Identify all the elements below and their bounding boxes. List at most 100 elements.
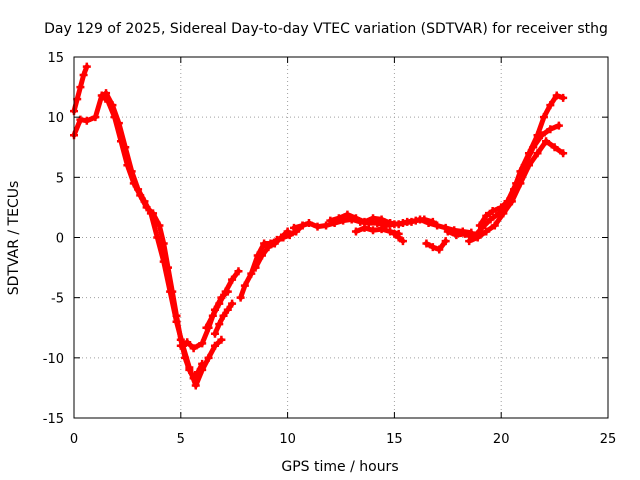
data-point <box>183 338 192 347</box>
x-tick-label: 20 <box>493 432 510 447</box>
data-point <box>166 287 175 296</box>
y-tick-label: 10 <box>47 111 64 126</box>
data-point <box>482 211 491 220</box>
data-point <box>185 363 194 372</box>
series-sat-j <box>326 210 437 229</box>
series-sat-m <box>422 237 450 254</box>
data-point <box>322 221 331 230</box>
data-point <box>283 227 292 236</box>
data-point <box>73 95 82 104</box>
data-point <box>79 71 88 80</box>
x-tick-label: 5 <box>177 432 185 447</box>
data-point <box>236 293 245 302</box>
data-point <box>127 167 136 176</box>
data-point <box>204 353 213 362</box>
series-sat-k <box>351 223 403 238</box>
data-point <box>386 219 395 228</box>
data-point <box>326 216 335 225</box>
data-point <box>386 227 395 236</box>
data-point <box>159 257 168 266</box>
data-point <box>452 231 461 240</box>
data-point <box>155 221 164 230</box>
data-point <box>247 269 256 278</box>
data-point <box>394 220 403 229</box>
y-axis-label: SDTVAR / TECUs <box>6 181 22 296</box>
data-point <box>208 311 217 320</box>
data-point <box>420 215 429 224</box>
data-point <box>228 275 237 284</box>
y-tick-label: 5 <box>56 171 64 186</box>
series-line <box>291 216 474 236</box>
y-tick-label: 15 <box>47 51 64 66</box>
data-point <box>524 149 533 158</box>
data-point <box>369 226 378 235</box>
data-point <box>533 131 542 140</box>
data-point <box>546 125 555 134</box>
data-point <box>108 101 117 110</box>
data-point <box>559 149 568 158</box>
data-point <box>334 214 343 223</box>
data-point <box>189 344 198 353</box>
data-point <box>223 305 232 314</box>
data-point <box>394 233 403 242</box>
data-point <box>257 251 266 260</box>
data-point <box>102 89 111 98</box>
data-point <box>240 281 249 290</box>
x-tick-label: 15 <box>386 432 403 447</box>
data-point <box>482 227 491 236</box>
data-point <box>516 167 525 176</box>
series-sat-c <box>102 89 226 390</box>
series-sat-h <box>251 227 292 272</box>
data-point <box>559 93 568 102</box>
data-point <box>76 83 85 92</box>
data-point <box>542 137 551 146</box>
data-point <box>228 299 237 308</box>
data-point <box>217 335 226 344</box>
series-sat-l <box>390 229 407 246</box>
data-point <box>219 311 228 320</box>
data-point <box>343 210 352 219</box>
data-point <box>351 227 360 236</box>
data-point <box>82 116 91 125</box>
x-tick-label: 10 <box>279 432 296 447</box>
data-point <box>428 217 437 226</box>
y-tick-label: 0 <box>56 232 64 247</box>
data-point <box>499 209 508 218</box>
data-point <box>313 222 322 231</box>
chart-title: Day 129 of 2025, Sidereal Day-to-day VTE… <box>44 21 608 37</box>
data-point <box>360 223 369 232</box>
data-point <box>191 381 200 390</box>
data-point <box>554 121 563 130</box>
data-point <box>251 263 260 272</box>
y-tick-label: -5 <box>51 292 64 307</box>
data-point <box>443 227 452 236</box>
data-point <box>390 229 399 238</box>
data-point <box>403 217 412 226</box>
data-point <box>114 119 123 128</box>
data-point <box>428 243 437 252</box>
data-point <box>198 339 207 348</box>
series-sat-o <box>465 137 568 246</box>
data-point <box>153 233 162 242</box>
data-point <box>552 91 561 100</box>
data-point <box>377 215 386 224</box>
series-sat-p <box>475 91 568 230</box>
data-point <box>146 209 155 218</box>
data-point <box>202 323 211 332</box>
data-point <box>210 329 219 338</box>
data-point <box>510 185 519 194</box>
data-point <box>290 223 299 232</box>
y-tick-label: -15 <box>43 412 64 427</box>
data-point <box>172 317 181 326</box>
data-point <box>475 221 484 230</box>
axis-ticks: 0 5 10 15 20 25 -15 -10 -5 0 5 10 15 <box>43 51 617 447</box>
data-point <box>264 243 273 252</box>
y-tick-label: -10 <box>43 352 64 367</box>
data-point <box>503 197 512 206</box>
series-sat-f <box>210 299 237 338</box>
data-point <box>411 216 420 225</box>
data-point <box>497 203 506 212</box>
data-point <box>490 221 499 230</box>
